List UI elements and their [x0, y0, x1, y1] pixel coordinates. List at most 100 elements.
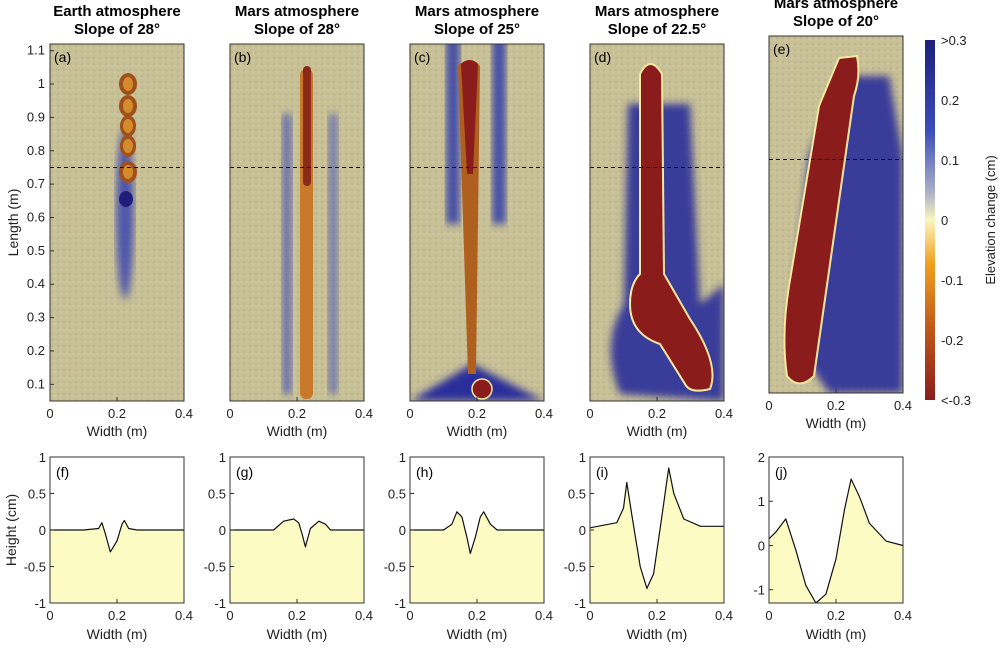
x-tick-label: 0.4 [715, 406, 733, 421]
x-tick-label: 0.2 [827, 608, 845, 623]
panel-title-line1: Earth atmosphere [53, 3, 181, 20]
x-tick-label: 0 [765, 398, 772, 413]
panel-title-line1: Mars atmosphere [415, 3, 539, 20]
y-tick-label: 0 [579, 523, 586, 538]
x-tick-label: 0.4 [535, 608, 553, 623]
y-tick-label: 1 [39, 450, 46, 465]
y-tick-label: 0.3 [27, 310, 45, 325]
colorbar-tick-label: >0.3 [941, 33, 967, 48]
y-tick-label: 2 [758, 450, 765, 465]
y-tick-label: -0.5 [384, 560, 406, 575]
heatmap-image [50, 44, 184, 401]
colorbar-tick-label: -0.1 [941, 273, 963, 288]
y-tick-label: 1 [579, 450, 586, 465]
pit-bead-rim [123, 77, 133, 91]
dark-spot [119, 191, 133, 207]
panel-title-line2: Slope of 25° [434, 21, 520, 38]
profile-panel-f: (f) -1 -0.5 0 0.5 1 0 0.2 0.4 Width (m) Height (cm… [3, 450, 193, 642]
x-axis-label: Width (m) [447, 626, 508, 642]
x-tick-label: 0.2 [108, 406, 126, 421]
y-tick-label: -0.5 [24, 560, 46, 575]
features [282, 66, 338, 399]
x-axis-label: Width (m) [87, 423, 148, 439]
x-tick-label: 0 [46, 406, 53, 421]
y-tick-label: -1 [753, 583, 765, 598]
panel-label: (g) [236, 464, 253, 480]
x-tick-label: 0.4 [894, 608, 912, 623]
panel-label: (f) [56, 464, 69, 480]
profile-line [230, 518, 364, 548]
y-tick-label: 0.5 [568, 487, 586, 502]
x-axis-label: Width (m) [87, 626, 148, 642]
features [610, 63, 724, 401]
background-surface [230, 44, 364, 401]
y-tick-label: -0.5 [204, 560, 226, 575]
y-tick-label: 1 [38, 76, 45, 91]
y-tick-label: 0.5 [27, 243, 45, 258]
x-axis-label: Width (m) [627, 423, 688, 439]
x-tick-label: 0.4 [715, 608, 733, 623]
profile-panel-i: (i) -1 -0.5 0 0.5 1 0 0.2 0.4 Width (m) [564, 450, 733, 642]
erosion-halo [492, 44, 506, 224]
x-axis-label: Width (m) [267, 423, 328, 439]
profile-fill [50, 520, 184, 603]
channel [628, 63, 714, 392]
pit-bead-rim [123, 99, 133, 113]
x-tick-label: 0 [226, 406, 233, 421]
panel-label: (d) [594, 49, 611, 65]
x-tick-label: 0.2 [648, 406, 666, 421]
panel-label: (e) [773, 41, 790, 57]
y-axis-label: Length (m) [5, 189, 21, 257]
colorbar-tick-label: <-0.3 [941, 393, 971, 408]
colorbar: >0.3 0.2 0.1 0 -0.1 -0.2 <-0.3 Elevation change… [925, 33, 998, 408]
y-tick-label: -1 [574, 596, 586, 611]
erosion-halo [282, 114, 292, 394]
x-tick-label: 0.4 [355, 406, 373, 421]
x-tick-label: 0.4 [175, 406, 193, 421]
features [783, 54, 903, 393]
profile-panel-g: (g) -1 -0.5 0 0.5 1 0 0.2 0.4 Width (m) [204, 450, 373, 642]
x-tick-label: 0.2 [108, 608, 126, 623]
pit-bead-rim [123, 165, 133, 179]
colorbar-tick-label: 0.2 [941, 93, 959, 108]
y-tick-label: -0.5 [564, 560, 586, 575]
heatmap-image [410, 44, 544, 401]
x-axis-label: Width (m) [447, 423, 508, 439]
panel-label: (j) [775, 464, 787, 480]
heatmap-image [590, 44, 724, 401]
colorbar-label: Elevation change (cm) [983, 155, 998, 284]
y-tick-label: 0 [399, 523, 406, 538]
channel-core [303, 66, 311, 186]
x-tick-label: 0 [765, 608, 772, 623]
y-tick-label: 0.9 [27, 109, 45, 124]
panel-title-line2: Slope of 22.5° [608, 21, 707, 38]
heatmap-image [769, 36, 903, 393]
panel-label: (c) [414, 49, 430, 65]
x-axis-label: Width (m) [806, 415, 867, 431]
panel-title-line1: Mars atmosphere [774, 0, 898, 12]
heatmap-image [230, 44, 364, 401]
x-axis-label: Width (m) [806, 626, 867, 642]
x-tick-label: 0.4 [535, 406, 553, 421]
y-tick-label: 1 [758, 494, 765, 509]
panel-label: (b) [234, 49, 251, 65]
panel-title-line1: Mars atmosphere [595, 3, 719, 20]
panel-label: (h) [416, 464, 433, 480]
x-tick-label: 0.2 [648, 608, 666, 623]
panel-label: (i) [596, 464, 608, 480]
x-tick-label: 0 [46, 608, 53, 623]
x-tick-label: 0.2 [288, 406, 306, 421]
profile-line [50, 519, 184, 553]
x-tick-label: 0.4 [355, 608, 373, 623]
profile-fill [769, 479, 903, 603]
y-tick-label: -1 [394, 596, 406, 611]
y-tick-label: 0 [758, 538, 765, 553]
y-tick-label: 0.8 [27, 143, 45, 158]
x-tick-label: 0.2 [468, 406, 486, 421]
